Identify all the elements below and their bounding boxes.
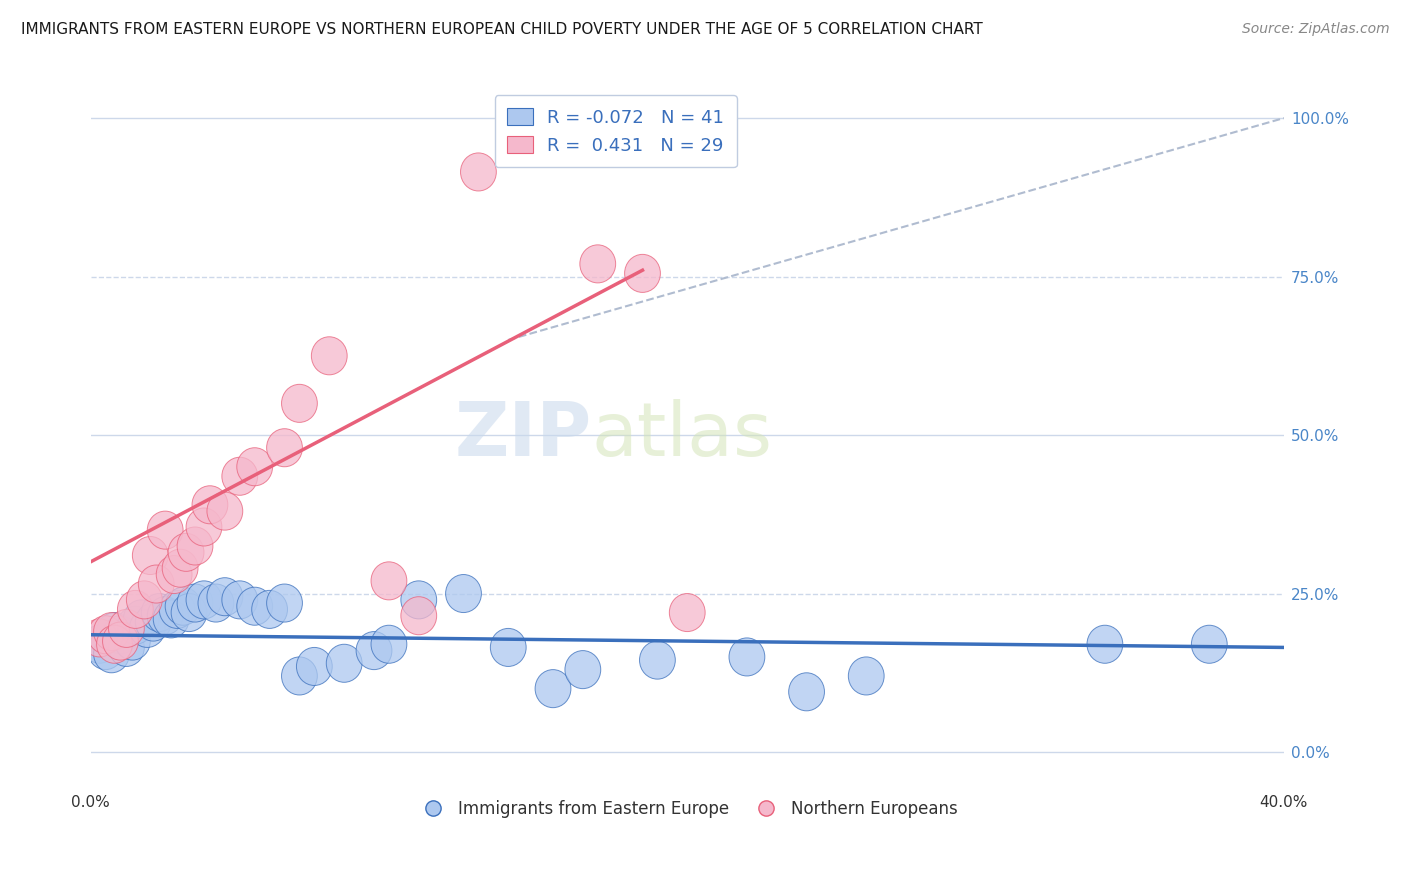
Ellipse shape (193, 486, 228, 524)
Text: ZIP: ZIP (454, 399, 592, 472)
Ellipse shape (103, 622, 138, 660)
Ellipse shape (267, 584, 302, 622)
Ellipse shape (114, 622, 150, 660)
Ellipse shape (236, 587, 273, 625)
Ellipse shape (172, 593, 207, 632)
Ellipse shape (169, 533, 204, 572)
Ellipse shape (311, 337, 347, 375)
Ellipse shape (401, 597, 437, 635)
Ellipse shape (252, 591, 287, 628)
Ellipse shape (87, 615, 124, 654)
Ellipse shape (848, 657, 884, 695)
Text: atlas: atlas (592, 399, 773, 472)
Ellipse shape (97, 625, 132, 664)
Ellipse shape (124, 600, 159, 638)
Ellipse shape (1087, 625, 1123, 664)
Ellipse shape (148, 597, 183, 635)
Ellipse shape (640, 641, 675, 679)
Ellipse shape (281, 384, 318, 423)
Ellipse shape (281, 657, 318, 695)
Ellipse shape (222, 581, 257, 619)
Ellipse shape (127, 581, 162, 619)
Ellipse shape (371, 625, 406, 664)
Ellipse shape (159, 591, 195, 628)
Ellipse shape (108, 628, 145, 666)
Ellipse shape (118, 607, 153, 644)
Ellipse shape (142, 593, 177, 632)
Ellipse shape (138, 565, 174, 603)
Ellipse shape (371, 562, 406, 600)
Ellipse shape (356, 632, 392, 670)
Ellipse shape (118, 591, 153, 628)
Ellipse shape (108, 609, 145, 648)
Ellipse shape (461, 153, 496, 191)
Ellipse shape (156, 556, 193, 593)
Ellipse shape (94, 635, 129, 673)
Ellipse shape (129, 609, 165, 648)
Ellipse shape (135, 603, 172, 641)
Ellipse shape (87, 632, 124, 670)
Ellipse shape (97, 613, 132, 650)
Ellipse shape (728, 638, 765, 676)
Ellipse shape (148, 511, 183, 549)
Ellipse shape (82, 619, 118, 657)
Ellipse shape (162, 549, 198, 587)
Ellipse shape (579, 245, 616, 283)
Ellipse shape (82, 625, 118, 664)
Ellipse shape (94, 613, 129, 650)
Ellipse shape (669, 593, 706, 632)
Ellipse shape (624, 254, 661, 293)
Ellipse shape (165, 587, 201, 625)
Legend: Immigrants from Eastern Europe, Northern Europeans: Immigrants from Eastern Europe, Northern… (411, 793, 965, 824)
Ellipse shape (536, 670, 571, 707)
Ellipse shape (297, 648, 332, 685)
Ellipse shape (153, 600, 188, 638)
Ellipse shape (1191, 625, 1227, 664)
Text: Source: ZipAtlas.com: Source: ZipAtlas.com (1241, 22, 1389, 37)
Ellipse shape (207, 578, 243, 615)
Ellipse shape (103, 615, 138, 654)
Ellipse shape (207, 492, 243, 530)
Ellipse shape (267, 429, 302, 467)
Ellipse shape (177, 527, 212, 565)
Ellipse shape (236, 448, 273, 486)
Text: IMMIGRANTS FROM EASTERN EUROPE VS NORTHERN EUROPEAN CHILD POVERTY UNDER THE AGE : IMMIGRANTS FROM EASTERN EUROPE VS NORTHE… (21, 22, 983, 37)
Ellipse shape (222, 458, 257, 495)
Ellipse shape (198, 584, 233, 622)
Ellipse shape (132, 536, 169, 574)
Ellipse shape (326, 644, 363, 682)
Ellipse shape (565, 650, 600, 689)
Ellipse shape (177, 584, 212, 622)
Ellipse shape (186, 581, 222, 619)
Ellipse shape (401, 581, 437, 619)
Ellipse shape (789, 673, 824, 711)
Ellipse shape (186, 508, 222, 546)
Ellipse shape (491, 628, 526, 666)
Ellipse shape (446, 574, 481, 613)
